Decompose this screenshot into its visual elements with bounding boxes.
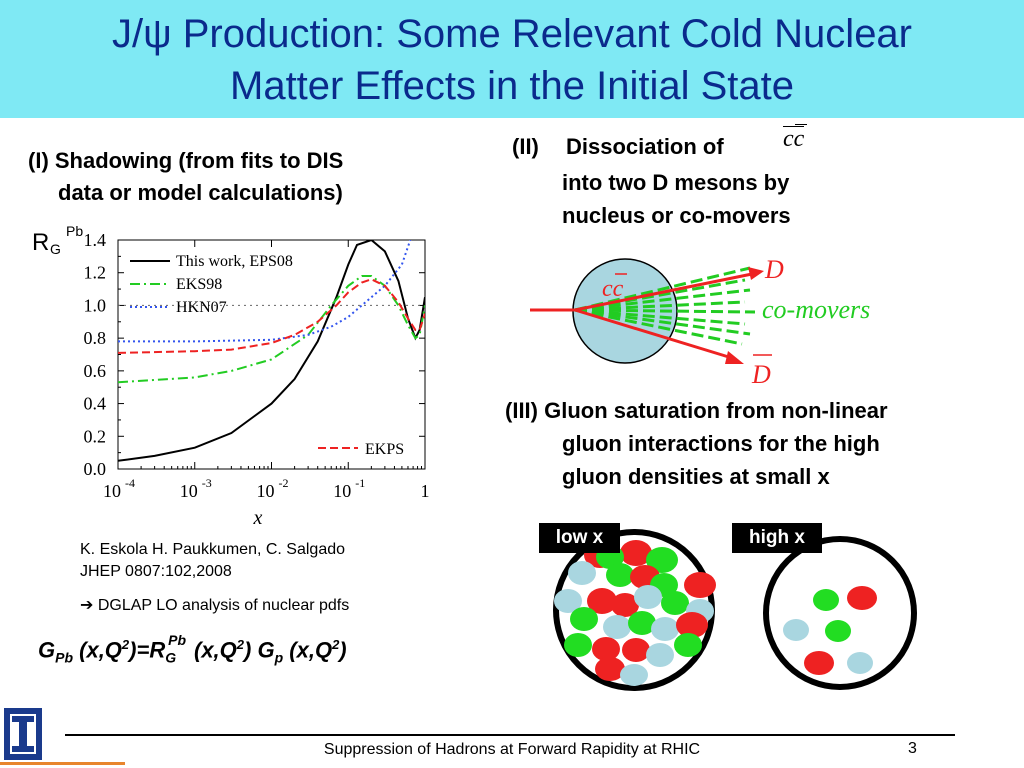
page-number: 3 (908, 740, 917, 757)
d-meson-label: D (764, 255, 784, 284)
legend-label: EKS98 (176, 276, 222, 293)
reference-journal: JHEP 0807:102,2008 (80, 563, 232, 580)
slide-title-line-2: Matter Effects in the Initial State (230, 64, 794, 108)
series-line-eks98 (118, 275, 425, 384)
shadowing-chart: R G Pb 1.41.21.00.80.60.40.20.010 -4 10 -3 1… (32, 223, 430, 528)
series-line-this-work-eps08 (118, 240, 425, 462)
logo-underline (0, 762, 125, 765)
reference-note: ➔ DGLAP LO analysis of nuclear pdfs (80, 595, 349, 615)
y-tick-label: 0.0 (84, 459, 107, 479)
title-band (0, 0, 1024, 118)
dissociation-heading-line-3: nucleus or co-movers (562, 203, 791, 228)
saturation-heading-line-2: gluon interactions for the high (562, 431, 880, 456)
y-axis-label: R (32, 229, 49, 256)
high-x-nucleus (763, 536, 917, 690)
x-tick-label: 10 (333, 481, 351, 501)
high-x-label: high x (732, 523, 822, 553)
y-tick-label: 1.4 (84, 230, 107, 250)
dissociation-diagram: cc D co-movers D (530, 255, 870, 389)
x-tick-exponent: -3 (202, 476, 212, 490)
legend-label: EKPS (365, 441, 404, 458)
university-logo (4, 708, 42, 760)
d-meson-arrow (574, 267, 764, 312)
comovers-label: co-movers (762, 295, 870, 324)
gluon-density-diagram (553, 529, 917, 691)
gluon-pdf-formula: GPb (x,Q2)=RGPb (x,Q2) Gp (x,Q2) (38, 632, 347, 666)
slide-title-line-1: J/ψ Production: Some Relevant Cold Nucle… (112, 12, 912, 56)
high-x-gluons (783, 586, 877, 675)
diagram-cc-label: cc (602, 276, 624, 302)
y-axis-label-superscript: Pb (66, 223, 83, 239)
dissociation-heading-line-1: Dissociation of (566, 134, 724, 159)
x-tick-exponent: -1 (355, 476, 365, 490)
saturation-heading-line-1: (III) Gluon saturation from non-linear (505, 398, 888, 423)
x-tick-exponent: -4 (125, 476, 135, 490)
legend-label: This work, EPS08 (176, 253, 293, 270)
x-tick-label: 1 (421, 481, 430, 501)
y-tick-label: 0.2 (84, 426, 107, 446)
series-line-hkn07 (118, 240, 412, 343)
y-tick-label: 1.0 (84, 295, 107, 315)
saturation-heading-line-3: gluon densities at small x (562, 464, 830, 489)
shadowing-heading-line-1: (I) Shadowing (from fits to DIS (28, 148, 344, 173)
dissociation-label: (II) (512, 134, 539, 159)
y-axis-label-subscript: G (50, 241, 61, 257)
y-tick-label: 0.6 (84, 361, 107, 381)
dbar-meson-arrow (574, 308, 744, 364)
x-tick-label: 10 (180, 481, 198, 501)
shadowing-heading-line-2: data or model calculations) (58, 180, 343, 205)
comover-lines (574, 266, 756, 346)
x-axis-label: x (253, 507, 263, 528)
x-tick-exponent: -2 (279, 476, 289, 490)
reference-authors: K. Eskola H. Paukkumen, C. Salgado (80, 541, 346, 558)
legend-label: HKN07 (176, 299, 227, 316)
y-tick-label: 1.2 (84, 263, 107, 283)
plot-frame (117, 239, 426, 470)
y-tick-label: 0.4 (84, 394, 107, 414)
x-tick-label: 10 (103, 481, 121, 501)
dissociation-heading-line-2: into two D mesons by (562, 170, 790, 195)
arrow-icon: ➔ (80, 597, 94, 614)
reference-note-text: DGLAP LO analysis of nuclear pdfs (97, 597, 350, 614)
low-x-label: low x (539, 523, 620, 553)
series-line-ekps (118, 278, 425, 354)
low-x-gluons (554, 540, 716, 686)
dbar-meson-label: D (751, 360, 771, 389)
footer-text: Suppression of Hadrons at Forward Rapidi… (323, 741, 701, 758)
footer-rule (65, 734, 955, 736)
x-tick-label: 10 (257, 481, 275, 501)
y-tick-label: 0.8 (84, 328, 107, 348)
